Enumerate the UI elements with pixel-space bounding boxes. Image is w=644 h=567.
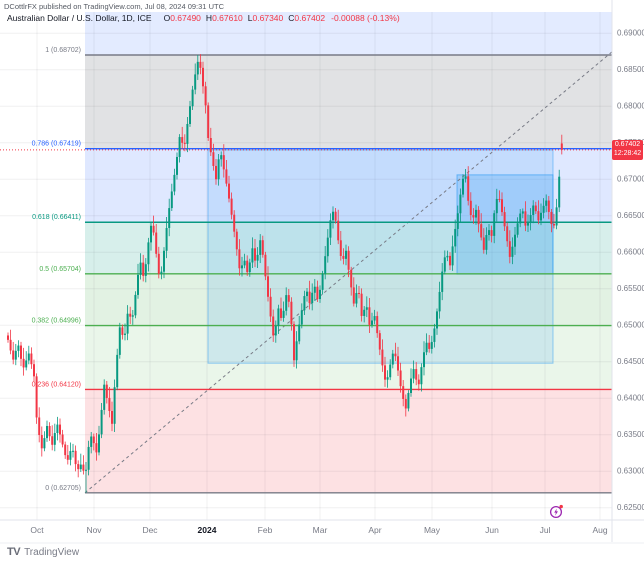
high-value: 0.67610 [212, 13, 243, 23]
svg-text:May: May [424, 525, 441, 535]
low-label: L [247, 13, 253, 23]
svg-text:Mar: Mar [313, 525, 328, 535]
axes: 0.690000.685000.680000.675000.670000.665… [0, 0, 644, 544]
svg-text:0.68500: 0.68500 [617, 65, 644, 74]
drawn-rectangles [207, 149, 554, 364]
last-price-tag: 0.67402 12:28:42 [612, 139, 643, 160]
svg-text:0.68000: 0.68000 [617, 102, 644, 111]
svg-text:0.618 (0.66411): 0.618 (0.66411) [32, 214, 81, 221]
svg-text:0.69000: 0.69000 [617, 29, 644, 38]
grid [0, 12, 612, 520]
notification-dot [559, 504, 563, 509]
svg-text:0.382 (0.64996): 0.382 (0.64996) [32, 318, 81, 325]
svg-text:Jul: Jul [540, 525, 551, 535]
close-value: 0.67402 [294, 13, 326, 23]
lightning-bolt-icon [554, 508, 558, 516]
bar-countdown: 12:28:42 [613, 149, 642, 157]
svg-text:0.67000: 0.67000 [617, 175, 644, 184]
svg-text:0.66000: 0.66000 [617, 248, 644, 257]
svg-text:0.62500: 0.62500 [617, 503, 644, 512]
svg-text:0.63000: 0.63000 [617, 467, 644, 476]
low-value: 0.67340 [252, 13, 284, 23]
open-label: O [163, 13, 171, 23]
svg-text:0.64000: 0.64000 [617, 394, 644, 403]
svg-text:0.786 (0.67419): 0.786 (0.67419) [32, 141, 81, 148]
svg-text:Aug: Aug [592, 525, 607, 535]
svg-text:Apr: Apr [368, 525, 381, 535]
lightning-events-icon[interactable] [548, 503, 566, 521]
svg-text:0 (0.62705): 0 (0.62705) [45, 485, 81, 492]
svg-text:2024: 2024 [198, 525, 217, 535]
svg-text:Jun: Jun [485, 525, 499, 535]
change-value: -0.00088 (-0.13%) [331, 13, 400, 23]
svg-text:0.63500: 0.63500 [617, 430, 644, 439]
tradingview-footer-logo[interactable]: TV TradingView [7, 546, 79, 558]
svg-text:0.5 (0.65704): 0.5 (0.65704) [39, 266, 81, 273]
symbol-title: Australian Dollar / U.S. Dollar, 1D, ICE [7, 13, 152, 23]
candles [7, 54, 563, 493]
svg-text:1 (0.68702): 1 (0.68702) [45, 47, 81, 54]
svg-text:0.66500: 0.66500 [617, 211, 644, 220]
tv-logo-text: TradingView [24, 546, 80, 558]
high-label: H [205, 13, 213, 23]
svg-text:Oct: Oct [30, 525, 44, 535]
symbol-legend: Australian Dollar / U.S. Dollar, 1D, ICE… [7, 13, 400, 23]
svg-text:0.64500: 0.64500 [617, 357, 644, 366]
tv-logo-mark: TV [7, 546, 21, 558]
svg-text:0.236 (0.64120): 0.236 (0.64120) [32, 381, 81, 388]
close-label: C [288, 13, 295, 23]
open-value: 0.67490 [170, 13, 201, 23]
svg-text:Dec: Dec [142, 525, 158, 535]
svg-text:0.65500: 0.65500 [617, 284, 644, 293]
svg-text:Feb: Feb [258, 525, 273, 535]
svg-text:Nov: Nov [86, 525, 102, 535]
attribution-line: DCottlrFX published on TradingView.com, … [4, 2, 224, 11]
fib-bands [85, 12, 612, 493]
svg-text:0.65000: 0.65000 [617, 321, 644, 330]
last-price-value: 0.67402 [614, 141, 641, 149]
